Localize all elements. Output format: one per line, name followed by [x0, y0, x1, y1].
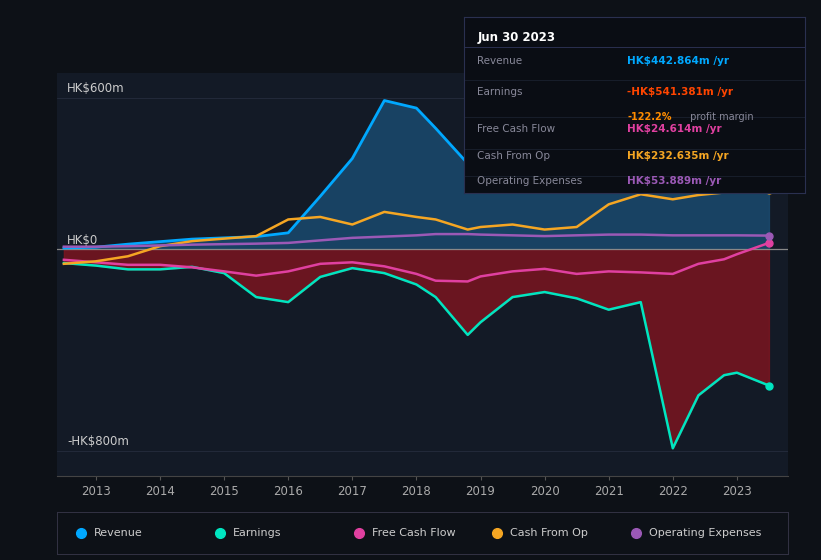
Text: Operating Expenses: Operating Expenses	[478, 176, 583, 185]
Text: Cash From Op: Cash From Op	[511, 529, 589, 538]
Text: Jun 30 2023: Jun 30 2023	[478, 31, 556, 44]
Text: Earnings: Earnings	[233, 529, 282, 538]
Text: -122.2%: -122.2%	[627, 112, 672, 122]
Text: Operating Expenses: Operating Expenses	[649, 529, 762, 538]
Text: HK$24.614m /yr: HK$24.614m /yr	[627, 124, 722, 134]
Text: Free Cash Flow: Free Cash Flow	[372, 529, 456, 538]
Text: Free Cash Flow: Free Cash Flow	[478, 124, 556, 134]
Text: profit margin: profit margin	[687, 112, 754, 122]
Text: Earnings: Earnings	[478, 87, 523, 97]
Text: HK$442.864m /yr: HK$442.864m /yr	[627, 55, 729, 66]
Text: -HK$800m: -HK$800m	[67, 435, 129, 449]
Text: HK$600m: HK$600m	[67, 82, 125, 96]
Text: HK$0: HK$0	[67, 234, 99, 247]
Text: Revenue: Revenue	[478, 55, 523, 66]
Text: Cash From Op: Cash From Op	[478, 151, 551, 161]
Text: HK$232.635m /yr: HK$232.635m /yr	[627, 151, 729, 161]
Text: Revenue: Revenue	[94, 529, 143, 538]
Text: -HK$541.381m /yr: -HK$541.381m /yr	[627, 87, 733, 97]
Text: HK$53.889m /yr: HK$53.889m /yr	[627, 176, 722, 185]
